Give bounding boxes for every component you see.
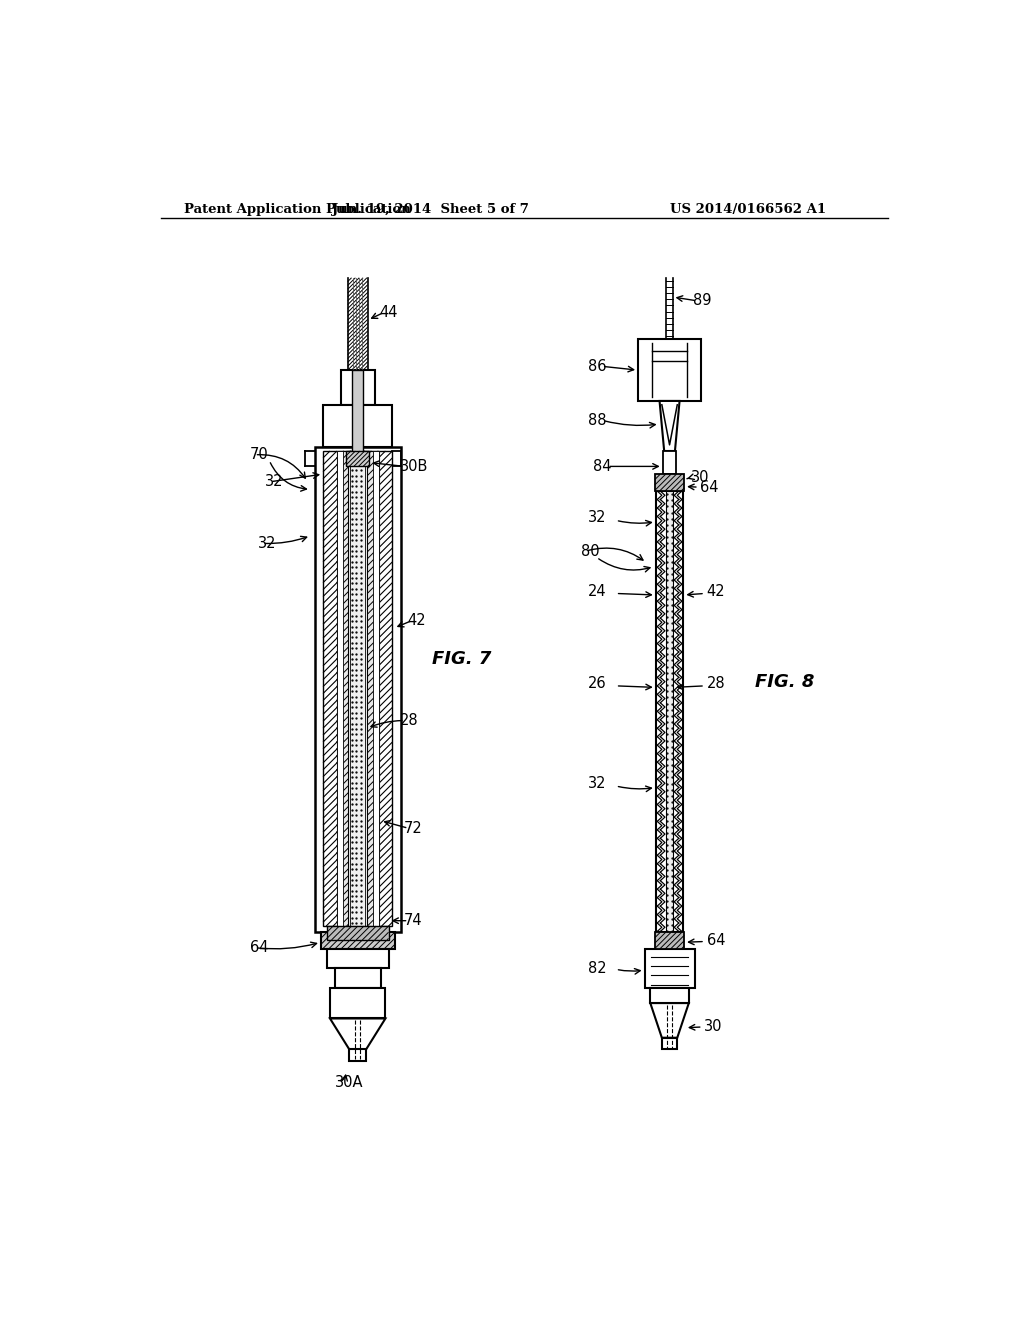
Text: 30B: 30B	[400, 459, 428, 474]
Bar	[655, 932, 684, 949]
Bar	[337, 451, 343, 927]
Bar	[335, 969, 381, 987]
Bar	[352, 370, 364, 455]
Polygon shape	[330, 1019, 385, 1049]
Bar	[650, 987, 689, 1003]
Text: 86: 86	[588, 359, 606, 374]
Bar	[662, 1038, 677, 1049]
Bar	[330, 987, 385, 1019]
Bar	[314, 447, 400, 932]
Text: 32: 32	[258, 536, 276, 550]
Text: 32: 32	[588, 776, 606, 791]
Text: 89: 89	[692, 293, 711, 309]
Text: 26: 26	[588, 676, 606, 692]
Text: 74: 74	[403, 913, 423, 928]
Bar	[666, 491, 674, 932]
Bar	[655, 491, 683, 932]
Polygon shape	[650, 1003, 689, 1038]
Bar	[337, 451, 379, 927]
Text: 80: 80	[581, 544, 600, 558]
Bar	[663, 451, 677, 474]
Text: 30: 30	[691, 470, 710, 486]
Text: US 2014/0166562 A1: US 2014/0166562 A1	[670, 203, 825, 216]
Bar	[655, 474, 684, 491]
Bar	[327, 949, 388, 969]
Text: 32: 32	[265, 474, 284, 490]
Bar	[348, 451, 367, 927]
Text: FIG. 7: FIG. 7	[432, 649, 492, 668]
Text: FIG. 8: FIG. 8	[756, 673, 815, 690]
Text: 30A: 30A	[335, 1074, 364, 1090]
Text: Jun. 19, 2014  Sheet 5 of 7: Jun. 19, 2014 Sheet 5 of 7	[333, 203, 529, 216]
Text: Patent Application Publication: Patent Application Publication	[184, 203, 412, 216]
Text: 28: 28	[400, 713, 419, 729]
Bar	[341, 370, 375, 405]
Bar	[638, 339, 701, 401]
Text: 42: 42	[408, 612, 426, 628]
Text: 44: 44	[379, 305, 397, 319]
Text: 32: 32	[588, 511, 606, 525]
Bar	[346, 451, 370, 466]
Text: 88: 88	[588, 413, 606, 428]
Text: 42: 42	[707, 583, 725, 599]
Bar	[323, 405, 392, 447]
Text: 82: 82	[588, 961, 606, 975]
Text: 72: 72	[403, 821, 423, 836]
Text: 64: 64	[700, 479, 719, 495]
Text: 70: 70	[250, 447, 268, 462]
Bar	[323, 451, 392, 927]
Text: 24: 24	[588, 583, 606, 599]
Bar	[373, 451, 379, 927]
Text: 64: 64	[707, 933, 725, 948]
Bar	[644, 949, 694, 987]
Bar	[321, 932, 394, 949]
Bar	[349, 1049, 367, 1061]
Text: 28: 28	[707, 676, 725, 692]
Text: 84: 84	[593, 459, 611, 474]
Bar	[327, 927, 388, 940]
Polygon shape	[659, 401, 680, 451]
Text: 30: 30	[705, 1019, 723, 1034]
Text: 64: 64	[250, 940, 268, 956]
